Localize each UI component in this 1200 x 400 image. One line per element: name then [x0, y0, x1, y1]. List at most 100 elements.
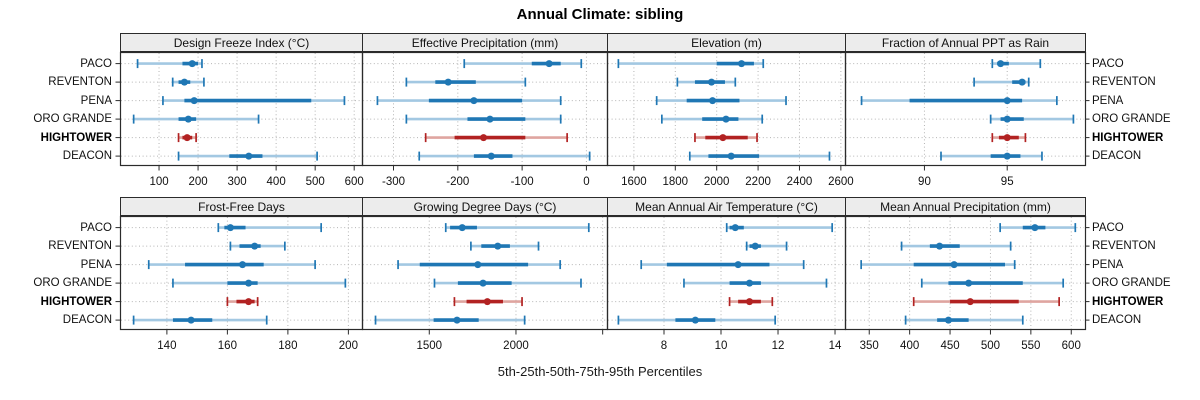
- x-tick-label: -200: [446, 176, 469, 188]
- percentile-bar-hightower: [728, 297, 774, 307]
- percentile-bar-hightower: [424, 133, 568, 143]
- median-dot: [746, 279, 754, 287]
- site-label-right-hightower: HIGHTOWER: [1092, 131, 1164, 144]
- panel-strip-elevation-m: Elevation (m): [607, 33, 846, 52]
- median-dot: [483, 298, 491, 306]
- median-dot: [709, 97, 717, 105]
- site-label-right-deacon: DEACON: [1092, 150, 1142, 163]
- panel-strip-design-freeze-index-c: Design Freeze Index (°C): [120, 33, 363, 52]
- percentile-bar-paco: [999, 223, 1077, 233]
- x-tick-label: 550: [1021, 340, 1040, 352]
- x-tick-label: 0: [583, 176, 589, 188]
- x-tick-label: 160: [218, 340, 237, 352]
- median-dot: [708, 78, 716, 86]
- percentile-bar-hightower: [453, 297, 523, 307]
- percentile-bar-hightower: [177, 133, 197, 143]
- median-dot: [190, 97, 198, 105]
- median-dot: [474, 261, 482, 269]
- site-label-left-paco: PACO: [80, 57, 112, 70]
- x-tick-label: -300: [382, 176, 405, 188]
- percentile-bar-reventon: [171, 77, 205, 87]
- percentile-bar-paco: [617, 59, 765, 69]
- x-tick-label: 600: [345, 176, 364, 188]
- percentile-bar-deacon: [617, 315, 777, 325]
- percentile-bar-reventon: [676, 77, 737, 87]
- panel-strip-frost-free-days: Frost-Free Days: [120, 197, 363, 216]
- panel-plot-fraction-of-annual-ppt-as-rain: 90 95: [844, 51, 1090, 188]
- site-label-left-hightower: HIGHTOWER: [40, 131, 112, 144]
- percentile-bar-reventon: [900, 241, 1012, 251]
- site-label-right-pena: PENA: [1092, 258, 1124, 271]
- x-tick-label: 140: [157, 340, 176, 352]
- site-label-right-oro-grande: ORO GRANDE: [1092, 277, 1171, 290]
- percentile-bar-pena: [640, 260, 805, 270]
- x-tick-label: 2400: [787, 176, 813, 188]
- x-tick-label: 400: [267, 176, 286, 188]
- percentile-bar-oro-grande: [920, 278, 1065, 288]
- percentile-bar-reventon: [973, 77, 1030, 87]
- median-dot: [458, 224, 466, 232]
- percentile-bar-hightower: [912, 297, 1060, 307]
- percentile-bar-paco: [444, 223, 590, 233]
- median-dot: [997, 60, 1005, 68]
- median-dot: [479, 279, 487, 287]
- x-tick-label: 100: [149, 176, 168, 188]
- x-tick-label: 8: [661, 340, 667, 352]
- median-dot: [731, 224, 739, 232]
- x-tick-label: 200: [188, 176, 207, 188]
- median-dot: [444, 78, 452, 86]
- panel-strip-effective-precipitation-mm: Effective Precipitation (mm): [362, 33, 608, 52]
- percentile-bar-oro-grande: [683, 278, 828, 288]
- percentile-bar-reventon: [229, 241, 286, 251]
- site-label-right-deacon: DEACON: [1092, 314, 1142, 327]
- median-dot: [470, 97, 478, 105]
- percentile-bar-paco: [217, 223, 323, 233]
- median-dot: [187, 316, 195, 324]
- median-dot: [1003, 97, 1011, 105]
- x-tick-label: 1600: [621, 176, 647, 188]
- percentile-bar-oro-grande: [433, 278, 582, 288]
- median-dot: [226, 224, 234, 232]
- panel-strip-growing-degree-days-c: Growing Degree Days (°C): [362, 197, 608, 216]
- panel-strip-mean-annual-precipitation-mm: Mean Annual Precipitation (mm): [845, 197, 1086, 216]
- x-tick-label: 350: [860, 340, 879, 352]
- median-dot: [245, 279, 253, 287]
- site-label-right-paco: PACO: [1092, 221, 1124, 234]
- median-dot: [746, 298, 754, 306]
- panel-border: [844, 51, 1087, 167]
- percentile-bar-hightower: [694, 133, 758, 143]
- x-tick-label: 95: [1001, 176, 1014, 188]
- site-label-right-paco: PACO: [1092, 57, 1124, 70]
- percentile-bar-paco: [991, 59, 1042, 69]
- site-label-left-pena: PENA: [80, 94, 112, 107]
- percentile-bar-deacon: [904, 315, 1024, 325]
- percentile-bar-pena: [376, 96, 562, 106]
- x-tick-label: -100: [511, 176, 534, 188]
- percentile-bar-reventon: [745, 241, 788, 251]
- percentile-bar-pena: [162, 96, 346, 106]
- x-tick-label: 450: [940, 340, 959, 352]
- percentile-bar-paco: [725, 223, 834, 233]
- median-dot: [936, 242, 944, 250]
- panel-plot-mean-annual-air-temperature-c: 8 10 12 14: [606, 215, 847, 352]
- x-tick-label: 12: [772, 340, 785, 352]
- panel-strip-fraction-of-annual-ppt-as-rain: Fraction of Annual PPT as Rain: [845, 33, 1086, 52]
- site-label-right-reventon: REVENTON: [1092, 76, 1156, 89]
- panel-plot-growing-degree-days-c: 1500 2000: [361, 215, 609, 352]
- site-label-left-reventon: REVENTON: [48, 240, 112, 253]
- median-dot: [480, 134, 488, 142]
- median-dot: [545, 60, 553, 68]
- percentile-bar-oro-grande: [132, 114, 260, 124]
- percentile-bar-pena: [860, 96, 1058, 106]
- site-label-left-deacon: DEACON: [62, 150, 112, 163]
- x-tick-label: 300: [228, 176, 247, 188]
- panel-plot-mean-annual-precipitation-mm: 350 400 450 500 550 600: [844, 215, 1090, 352]
- median-dot: [494, 242, 502, 250]
- percentile-bar-oro-grande: [172, 278, 347, 288]
- chart-title: Annual Climate: sibling: [516, 6, 684, 23]
- percentile-bar-paco: [463, 59, 583, 69]
- x-tick-label: 400: [900, 340, 919, 352]
- site-label-right-oro-grande: ORO GRANDE: [1092, 113, 1171, 126]
- x-tick-label: 500: [981, 340, 1000, 352]
